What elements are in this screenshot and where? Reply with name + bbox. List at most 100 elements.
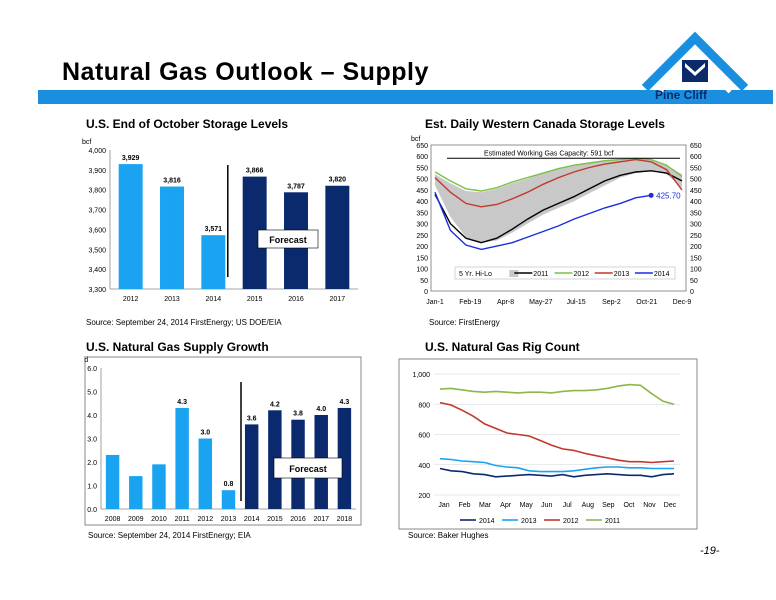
y-tick-label-left: 650	[416, 143, 428, 150]
y-tick-label: 3,600	[88, 227, 106, 234]
canada-source: Source: FirstEnergy	[429, 318, 500, 327]
legend-label: 2013	[521, 518, 537, 525]
legend-label: 2011	[533, 271, 548, 278]
rigs-source: Source: Baker Hughes	[408, 531, 489, 540]
canada-chart-title: Est. Daily Western Canada Storage Levels	[425, 117, 665, 131]
rigs-chart: 200 400 600 800 1,000 Jan Feb Mar Apr May Jun Jul Au…	[398, 358, 698, 530]
x-tick-label: Jun	[541, 502, 552, 509]
y-tick-label: 2.0	[87, 460, 97, 467]
series-line-2013	[434, 158, 683, 208]
x-tick-label: 2013	[164, 296, 180, 303]
bar	[242, 176, 267, 289]
page-title-text: Natural Gas Outlook – Supply	[62, 58, 429, 86]
hi-lo-band	[435, 158, 682, 243]
x-tick-label: 2018	[337, 516, 353, 523]
x-tick-label: Feb	[459, 502, 471, 509]
y-tick-label-left: 50	[420, 278, 428, 285]
bar	[160, 186, 184, 289]
x-tick-label: 2014	[206, 296, 222, 303]
x-tick-label: 2014	[244, 516, 260, 523]
y-tick-label-left: 250	[416, 233, 428, 240]
x-tick-label: 2015	[267, 516, 283, 523]
data-label: 3,816	[163, 178, 181, 185]
legend-label: 2014	[654, 271, 670, 278]
x-tick-label: Sep-2	[602, 299, 621, 306]
y-tick-label-left: 500	[416, 177, 428, 184]
data-label: 4.2	[270, 401, 280, 408]
capacity-label-bg	[482, 147, 610, 158]
x-tick-label: Dec	[664, 502, 677, 509]
y-tick-label: 600	[418, 433, 430, 440]
bar	[244, 424, 259, 509]
y-tick-label: 800	[418, 402, 430, 409]
y-tick-label: 3,400	[88, 267, 106, 274]
x-tick-label: Jul-15	[567, 299, 586, 306]
y-tick-label: 3,800	[88, 188, 106, 195]
y-tick-label: 4.0	[87, 413, 97, 420]
y-tick-label-left: 550	[416, 165, 428, 172]
data-label: 4.3	[340, 399, 350, 406]
y-tick-label: 1.0	[87, 484, 97, 491]
y-tick-label-left: 0	[424, 289, 428, 296]
x-tick-label: 2015	[247, 296, 263, 303]
data-label: 3,571	[205, 226, 223, 233]
y-tick-label-right: 150	[690, 255, 702, 262]
data-label: 3.0	[200, 430, 210, 437]
x-tick-label: Mar	[479, 502, 492, 509]
pine-cliff-logo	[641, 31, 749, 94]
y-tick-label-left: 450	[416, 188, 428, 195]
supply-source: Source: September 24, 2014 FirstEnergy; …	[88, 531, 251, 540]
data-label: 3.8	[293, 411, 303, 418]
forecast-annotation: Forecast	[289, 464, 327, 474]
bar	[198, 438, 213, 509]
bar	[118, 164, 143, 289]
y-tick-label: 5.0	[87, 390, 97, 397]
legend-label: 2011	[605, 518, 620, 525]
y-tick-label-right: 550	[690, 165, 702, 172]
x-tick-label: Feb-19	[459, 299, 481, 306]
y-axis-unit-label: bcf/d	[84, 357, 88, 364]
y-tick-label-left: 150	[416, 255, 428, 262]
data-label: 4.0	[316, 406, 326, 413]
data-label: 3,820	[329, 177, 347, 184]
data-label: 3.6	[247, 415, 257, 422]
storage-chart: bcf 3,300 3,400 3,500 3,600 3,700 3,800 3,900 4,…	[82, 139, 358, 303]
bar	[337, 407, 352, 509]
legend-label: 2012	[574, 271, 590, 278]
x-tick-label: May-27	[529, 299, 552, 306]
y-tick-label: 3.0	[87, 437, 97, 444]
y-tick-label-right: 250	[690, 233, 702, 240]
y-tick-label: 4,000	[88, 148, 106, 155]
end-marker	[648, 192, 654, 198]
y-tick-label: 1,000	[412, 372, 430, 379]
x-tick-label: Sep	[602, 502, 615, 509]
data-label: 0.8	[224, 481, 234, 488]
y-tick-label-left: 200	[416, 244, 428, 251]
supply-chart-title: U.S. Natural Gas Supply Growth	[86, 340, 269, 354]
x-tick-label: Apr	[500, 502, 512, 509]
y-tick-label-right: 50	[690, 278, 698, 285]
x-tick-label: Jan-1	[426, 299, 444, 306]
series-line-2012	[434, 157, 683, 192]
forecast-box	[273, 457, 343, 479]
data-label: 4.3	[177, 399, 187, 406]
legend-label: 2014	[479, 518, 495, 525]
y-tick-label: 3,300	[88, 287, 106, 294]
data-label: 3,866	[246, 168, 264, 175]
y-tick-label: 0.0	[87, 507, 97, 514]
x-tick-label: 2011	[175, 516, 190, 523]
bar	[201, 235, 226, 289]
y-tick-label-left: 100	[416, 267, 428, 274]
bar	[105, 454, 120, 509]
y-tick-label-right: 450	[690, 188, 702, 195]
y-tick-label-right: 0	[690, 289, 694, 296]
y-tick-label-right: 100	[690, 267, 702, 274]
y-tick-label-right: 500	[690, 177, 702, 184]
x-tick-label: Nov	[643, 502, 656, 509]
logo-text: Pine Cliff	[655, 88, 708, 102]
page-number: -19-	[700, 545, 720, 557]
y-tick-label-left: 600	[416, 154, 428, 161]
rigs-chart-title: U.S. Natural Gas Rig Count	[425, 340, 580, 354]
capacity-label: Estimated Working Gas Capacity: 591 bcf	[484, 150, 613, 157]
data-label: 3,787	[287, 183, 305, 190]
